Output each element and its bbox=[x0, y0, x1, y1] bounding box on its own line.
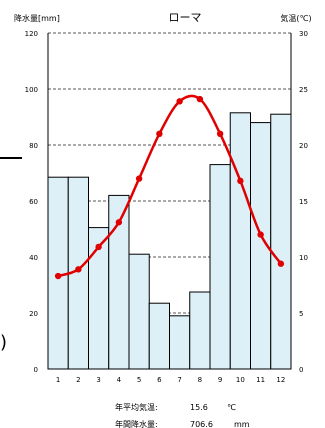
y-right-ticks: 0 5 10 15 20 25 30 bbox=[299, 30, 308, 374]
temp-point-5 bbox=[135, 175, 143, 182]
annual-precip-label: 年間降水量: bbox=[115, 419, 158, 428]
x-tick-7: 7 bbox=[177, 376, 181, 384]
temp-point-3 bbox=[95, 243, 102, 251]
temp-point-7 bbox=[176, 98, 183, 105]
cropped-line-fragment bbox=[0, 157, 22, 159]
precip-bar-9 bbox=[209, 164, 231, 370]
y-right-tick-30: 30 bbox=[299, 30, 308, 38]
x-tick-8: 8 bbox=[198, 376, 202, 384]
y-left-tick-0: 0 bbox=[34, 366, 38, 374]
y-right-tick-0: 0 bbox=[299, 366, 303, 374]
temp-point-10 bbox=[237, 177, 244, 185]
annual-precip-unit: mm bbox=[234, 420, 250, 428]
precip-bar-10 bbox=[229, 112, 251, 370]
x-tick-9: 9 bbox=[218, 376, 222, 384]
precipitation-bars bbox=[47, 112, 292, 370]
x-tick-3: 3 bbox=[96, 376, 100, 384]
x-tick-6: 6 bbox=[157, 376, 162, 384]
x-tick-4: 4 bbox=[117, 376, 122, 384]
y-right-tick-15: 15 bbox=[299, 198, 308, 206]
temperature-points bbox=[54, 95, 285, 280]
temp-point-11 bbox=[257, 231, 264, 238]
temp-point-12 bbox=[277, 260, 285, 267]
temp-point-8 bbox=[196, 95, 204, 103]
temp-point-6 bbox=[156, 130, 163, 137]
y-right-tick-20: 20 bbox=[299, 142, 308, 150]
precip-bar-8 bbox=[189, 291, 211, 370]
temp-point-4 bbox=[115, 219, 123, 226]
avg-temp-unit: ℃ bbox=[227, 403, 236, 412]
y-left-ticks: 0 20 40 60 80 100 120 bbox=[25, 30, 38, 374]
y-right-tick-25: 25 bbox=[299, 86, 308, 94]
y-left-tick-20: 20 bbox=[29, 310, 38, 318]
x-ticks: 1 2 3 4 5 6 7 8 9 10 11 12 bbox=[56, 376, 285, 384]
x-tick-5: 5 bbox=[137, 376, 141, 384]
y-left-tick-40: 40 bbox=[29, 254, 38, 262]
precip-bar-6 bbox=[148, 302, 170, 370]
y-right-tick-5: 5 bbox=[299, 310, 303, 318]
y-left-tick-100: 100 bbox=[25, 86, 38, 94]
x-tick-10: 10 bbox=[236, 376, 245, 384]
x-tick-1: 1 bbox=[56, 376, 60, 384]
y-right-tick-10: 10 bbox=[299, 254, 308, 262]
avg-temp-value: 15.6 bbox=[190, 403, 208, 412]
y-right-label: 気温(℃) bbox=[280, 13, 311, 23]
y-left-tick-80: 80 bbox=[29, 142, 38, 150]
x-tick-2: 2 bbox=[76, 376, 80, 384]
temp-point-1 bbox=[54, 272, 62, 280]
temp-point-2 bbox=[75, 266, 82, 273]
y-left-label: 降水量[mm] bbox=[14, 13, 60, 23]
cropped-paren-fragment: ) bbox=[0, 332, 8, 353]
axes bbox=[47, 33, 292, 370]
y-left-tick-60: 60 bbox=[29, 198, 38, 206]
precip-bar-5 bbox=[128, 253, 150, 370]
x-tick-12: 12 bbox=[276, 376, 285, 384]
x-tick-11: 11 bbox=[256, 376, 265, 384]
avg-temp-label: 年平均気温: bbox=[115, 402, 158, 412]
temp-point-9 bbox=[216, 130, 224, 137]
precip-bar-7 bbox=[169, 315, 191, 370]
precip-bar-12 bbox=[270, 113, 292, 370]
annual-precip-value: 706.6 bbox=[190, 420, 213, 428]
chart-title: ローマ bbox=[169, 11, 202, 24]
y-left-tick-120: 120 bbox=[25, 30, 38, 38]
